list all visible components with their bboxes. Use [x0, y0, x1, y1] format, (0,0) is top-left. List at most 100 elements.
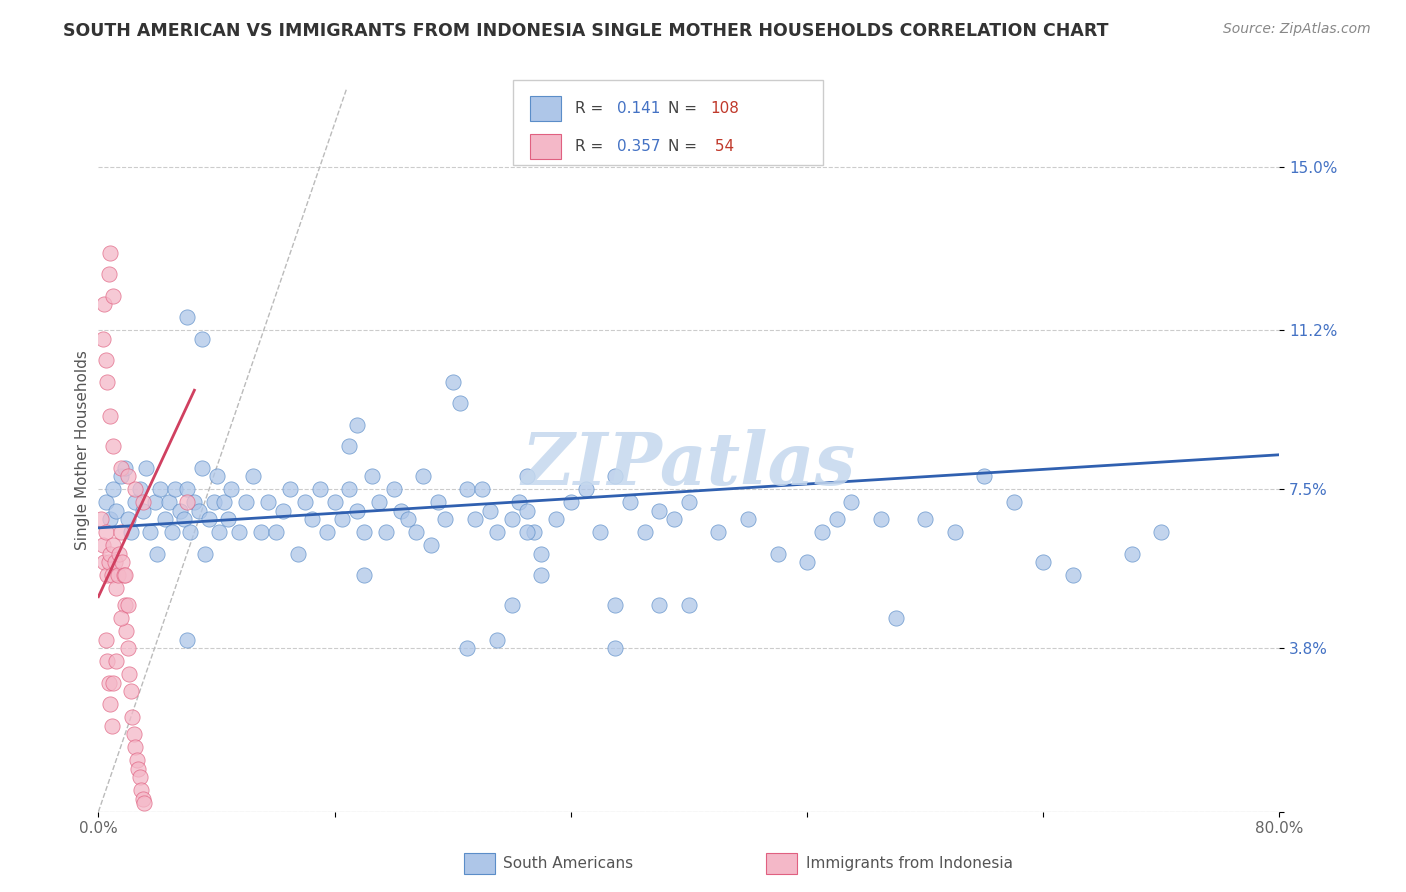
Point — [93, 555, 115, 569]
Point — [508, 495, 530, 509]
Point — [382, 482, 405, 496]
Point — [96, 654, 118, 668]
Point — [100, 568, 122, 582]
Point — [112, 568, 135, 582]
Point — [98, 512, 121, 526]
Point — [157, 495, 180, 509]
Text: 108: 108 — [710, 101, 740, 116]
Text: 0.141: 0.141 — [617, 101, 661, 116]
Point — [118, 667, 141, 681]
Point — [176, 310, 198, 325]
Point — [398, 512, 420, 526]
Point — [94, 525, 117, 540]
Point — [128, 770, 150, 784]
Text: 0.357: 0.357 — [617, 139, 661, 154]
Point — [212, 495, 235, 509]
Point — [91, 332, 114, 346]
Point — [339, 482, 361, 496]
Text: R =: R = — [575, 101, 609, 116]
Point — [914, 512, 936, 526]
Point — [122, 727, 145, 741]
Point — [183, 495, 205, 509]
Point — [1002, 495, 1025, 509]
Point — [221, 482, 243, 496]
Point — [103, 538, 125, 552]
Point — [589, 525, 612, 540]
Point — [870, 512, 893, 526]
Point — [523, 525, 546, 540]
Point — [94, 353, 117, 368]
Point — [114, 599, 136, 613]
Point — [97, 267, 120, 281]
Point — [257, 495, 280, 509]
Point — [242, 469, 264, 483]
Point — [176, 632, 198, 647]
Point — [104, 555, 127, 569]
Point — [825, 512, 848, 526]
Point — [139, 525, 162, 540]
Point — [449, 396, 471, 410]
Point — [117, 469, 139, 483]
Point — [294, 495, 316, 509]
Point — [943, 525, 966, 540]
Point — [973, 469, 995, 483]
Point — [412, 469, 434, 483]
Point — [110, 525, 132, 540]
Point — [605, 599, 627, 613]
Point — [280, 482, 302, 496]
Y-axis label: Single Mother Households: Single Mother Households — [75, 351, 90, 550]
Point — [457, 482, 479, 496]
Point — [105, 581, 128, 595]
Point — [98, 409, 121, 423]
Point — [179, 525, 201, 540]
Point — [546, 512, 568, 526]
Point — [389, 503, 412, 517]
Point — [884, 611, 907, 625]
Point — [202, 495, 225, 509]
Text: South Americans: South Americans — [503, 856, 634, 871]
Point — [135, 460, 157, 475]
Point — [93, 297, 115, 311]
Text: N =: N = — [668, 139, 702, 154]
Point — [316, 525, 339, 540]
Point — [91, 538, 114, 552]
Point — [103, 675, 125, 690]
Point — [405, 525, 427, 540]
Point — [346, 503, 368, 517]
Point — [841, 495, 863, 509]
Point — [129, 783, 152, 797]
Point — [264, 525, 287, 540]
Point — [149, 482, 172, 496]
Point — [100, 719, 122, 733]
Point — [501, 512, 523, 526]
Text: ZIPatlas: ZIPatlas — [522, 429, 856, 500]
Point — [108, 547, 131, 561]
Point — [486, 525, 509, 540]
Point — [605, 641, 627, 656]
Point — [766, 547, 789, 561]
Point — [235, 495, 257, 509]
Point — [560, 495, 582, 509]
Point — [111, 555, 134, 569]
Point — [110, 611, 132, 625]
Point — [198, 512, 221, 526]
Point — [120, 684, 142, 698]
Point — [530, 547, 553, 561]
Point — [301, 512, 323, 526]
Point — [434, 512, 457, 526]
Point — [464, 512, 486, 526]
Point — [103, 439, 125, 453]
Point — [575, 482, 598, 496]
Point — [501, 599, 523, 613]
Point — [96, 375, 118, 389]
Point — [228, 525, 250, 540]
Point — [360, 469, 382, 483]
Point — [187, 503, 209, 517]
Point — [103, 288, 125, 302]
Point — [353, 525, 375, 540]
Point — [516, 469, 538, 483]
Point — [117, 641, 139, 656]
Point — [330, 512, 353, 526]
Point — [471, 482, 494, 496]
Point — [678, 495, 700, 509]
